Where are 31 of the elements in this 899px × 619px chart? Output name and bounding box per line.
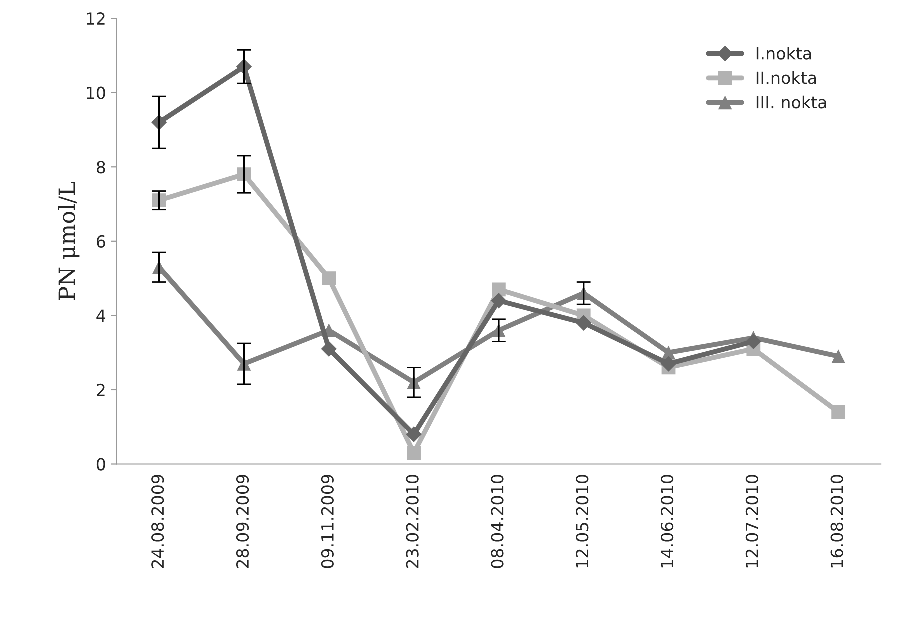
point [407,446,421,460]
x-tick-label: 23.02.2010 [406,475,419,568]
point [491,292,507,309]
point [321,341,337,357]
point [832,405,846,420]
legend-label: I.nokta [756,46,812,60]
x-tick-label: 08.04.2010 [491,475,504,568]
point [322,272,336,286]
point [746,334,762,350]
x-tick-label: 14.06.2010 [660,475,674,568]
point [492,282,506,297]
point [576,315,592,331]
x-tick-label: 24.08.2009 [152,475,164,568]
y-tick-label: 12 [87,12,105,25]
point [832,350,846,364]
y-tick-label: 6 [97,235,106,248]
y-axis-title: PN μmol/L [58,182,80,300]
legend-label: II.nokta [756,71,816,84]
x-tick-label: 12.07.2010 [746,475,758,568]
y-tick-label: 8 [96,161,106,174]
y-tick-label: 10 [87,86,106,100]
x-tick-label: 12.05.2010 [576,475,589,568]
x-tick-label: 28.09.2009 [236,475,250,568]
y-tick-label: 4 [96,310,106,322]
x-tick-label: 16.08.2010 [830,475,844,568]
y-tick-label: 2 [97,384,105,396]
point [660,356,677,372]
y-tick-label: 0 [96,458,106,471]
legend-label: III. nokta [756,96,826,109]
point [406,426,422,442]
x-tick-label: 09.11.2009 [321,475,334,568]
